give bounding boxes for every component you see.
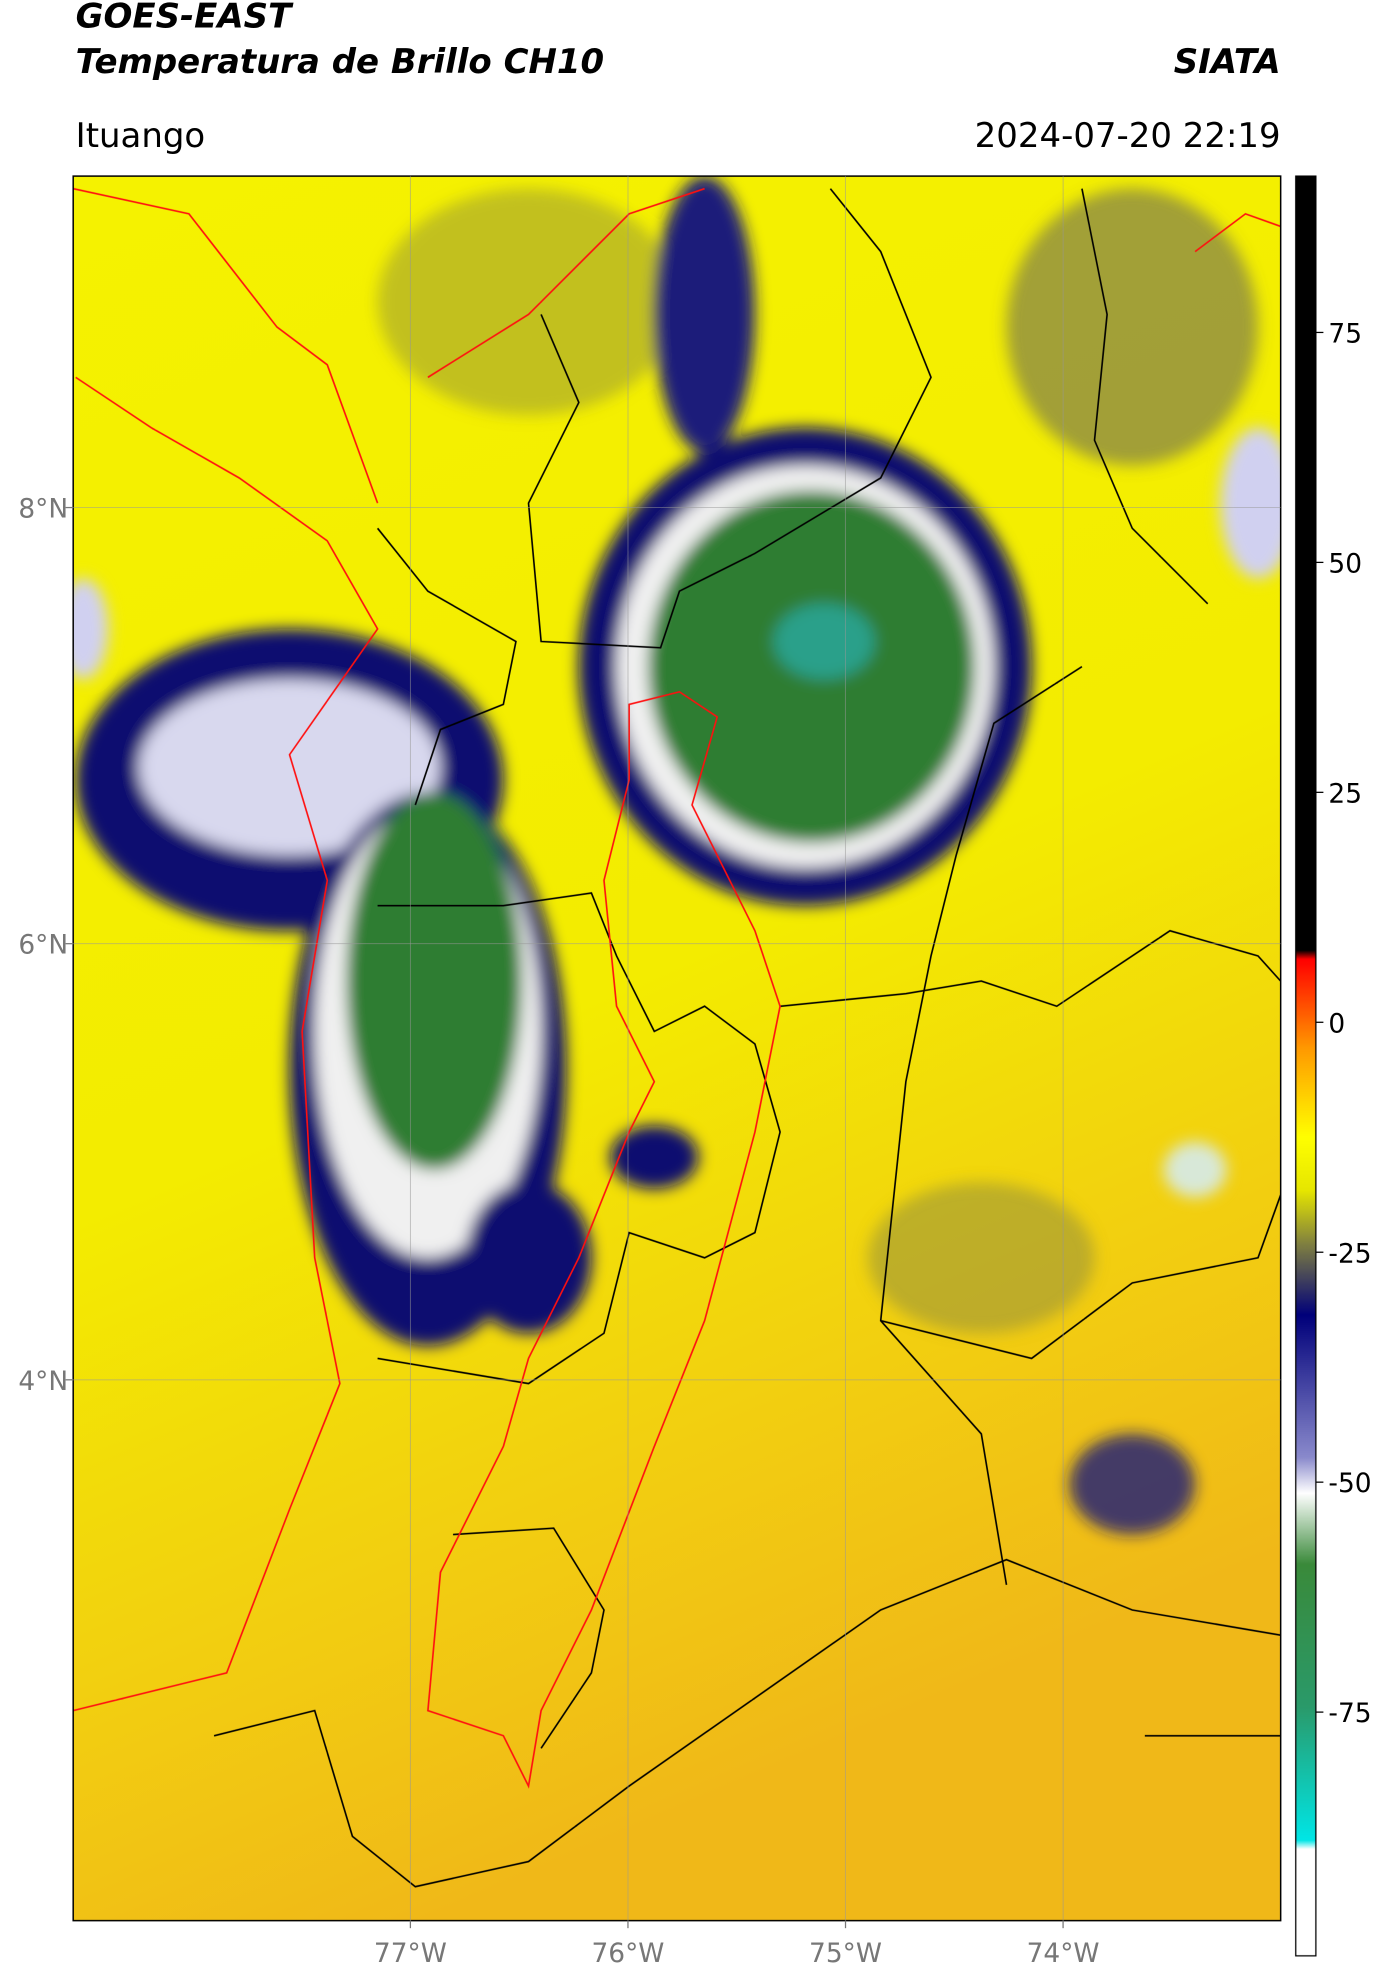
colorbar-tick-label: 50 (1328, 548, 1362, 579)
x-tick-label: 77°W (374, 1938, 447, 1969)
x-tick-label: 74°W (1027, 1938, 1100, 1969)
y-tick-label: 6°N (18, 930, 68, 961)
y-tick-label: 8°N (18, 494, 68, 525)
source: SIATA (1174, 42, 1281, 82)
region: Ituango (76, 116, 206, 156)
datetime: 2024-07-20 22:19 (975, 116, 1281, 156)
x-tick-label: 76°W (591, 1938, 664, 1969)
colorbar-tick-label: -50 (1328, 1468, 1371, 1499)
title: GOES-EAST (76, 0, 294, 37)
colorbar-tick-label: 25 (1328, 778, 1362, 809)
y-tick-label: 4°N (18, 1366, 68, 1397)
map-image (73, 176, 1281, 1921)
colorbar-tick-label: -25 (1328, 1238, 1371, 1269)
colorbar-tick-label: 0 (1328, 1008, 1345, 1039)
colorbar-tick-label: 75 (1328, 319, 1362, 350)
colorbar-tick-label: -75 (1328, 1698, 1371, 1729)
x-tick-label: 75°W (809, 1938, 882, 1969)
colorbar (1295, 175, 1317, 1957)
subtitle: Temperatura de Brillo CH10 (76, 42, 604, 82)
map-frame (72, 175, 1282, 1922)
